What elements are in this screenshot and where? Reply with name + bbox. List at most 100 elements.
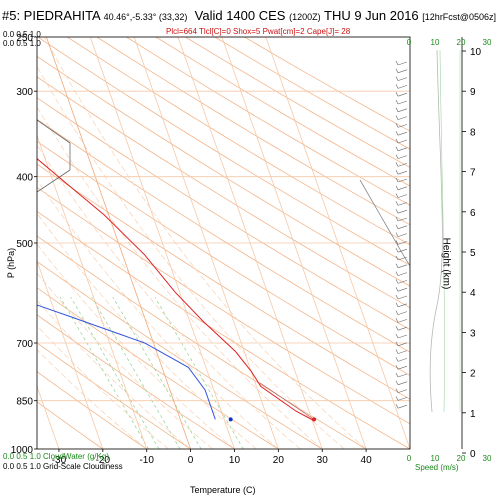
plot-area — [0, 37, 410, 449]
dry-adiabat — [37, 261, 323, 449]
height-tick-label: 1 — [470, 409, 476, 420]
wind-barb — [395, 99, 399, 105]
wind-barb — [397, 381, 408, 386]
dry-adiabat — [37, 97, 410, 331]
dry-adiabat — [37, 118, 410, 353]
wind-barb — [397, 342, 408, 347]
dry-adiabat — [155, 37, 410, 187]
height-ref-line — [404, 257, 410, 267]
height-tick-label: 8 — [470, 127, 476, 138]
cloud-profile-line — [37, 169, 71, 193]
wind-barb — [395, 146, 399, 151]
dry-adiabat — [37, 342, 191, 449]
sounding-series-line — [37, 304, 216, 420]
moist-adiabat — [37, 243, 235, 449]
dry-adiabat — [37, 401, 104, 449]
forecast-run: [12hrFcst@0506z] — [422, 12, 496, 22]
dry-adiabat — [37, 371, 147, 449]
cloudwater-scale-top: 0.0 0.5 1.0 — [3, 30, 41, 39]
wind-barb — [395, 302, 399, 307]
wind-barb — [395, 349, 399, 354]
wind-barb — [397, 61, 408, 66]
wind-barb — [397, 256, 408, 261]
pressure-tick-label: 300 — [16, 87, 33, 98]
moist-adiabat — [37, 299, 191, 449]
wind-barb — [397, 373, 408, 378]
pressure-tick-label: 500 — [16, 239, 33, 250]
temperature-tick-label: 0 — [188, 455, 194, 466]
speed-tick-label: 30 — [483, 38, 492, 47]
temperature-tick-label: -30 — [52, 455, 67, 466]
wind-barb — [395, 396, 399, 401]
y-axis-label-height: Height (km) — [440, 237, 452, 290]
dry-adiabat — [67, 37, 410, 246]
wind-barb — [395, 123, 399, 128]
wind-barb — [397, 155, 408, 159]
forecast-date: THU 9 Jun 2016 — [324, 8, 419, 23]
dry-adiabat — [185, 37, 410, 168]
wind-barb — [397, 202, 408, 206]
pressure-tick-label: 250 — [16, 33, 33, 44]
dry-adiabat — [37, 55, 410, 287]
x-axis-label: Temperature (C) — [190, 485, 256, 495]
isotherm — [0, 37, 15, 449]
chart-title: #5: PIEDRAHITA 40.46°,-5.33° (33,32) Val… — [2, 8, 496, 23]
wind-barb — [397, 280, 408, 284]
cloudiness-scale-top: 0.0 0.5 1.0 — [3, 39, 41, 48]
mixing-ratio-line — [112, 297, 202, 449]
speed-tick-label: 20 — [457, 454, 466, 463]
wind-barb — [397, 233, 408, 237]
wind-barb — [395, 115, 399, 120]
wind-barb — [395, 92, 399, 97]
wind-barb — [397, 217, 408, 222]
cloud-profile-line — [37, 119, 71, 144]
wind-barb — [397, 85, 408, 89]
height-tick-label: 7 — [470, 168, 476, 179]
pressure-tick-label: 400 — [16, 173, 33, 184]
utc-time: (1200Z) — [289, 12, 321, 22]
wind-barb — [397, 358, 408, 362]
wind-barb — [397, 241, 408, 245]
dry-adiabat — [37, 186, 410, 425]
temperature-tick-label: 30 — [317, 455, 329, 466]
height-tick-label: 5 — [470, 248, 476, 259]
wind-barb — [395, 193, 399, 198]
temperature-tick-label: 20 — [273, 455, 285, 466]
speed-tick-label: 0 — [407, 38, 412, 47]
wind-barb — [397, 178, 408, 183]
wind-barb — [395, 271, 399, 276]
wind-barb — [397, 334, 408, 339]
height-tick-label: 4 — [470, 288, 476, 299]
moist-adiabat — [37, 144, 301, 449]
wind-barb — [397, 186, 408, 191]
wind-barb — [397, 131, 408, 136]
wind-barb — [397, 365, 408, 370]
wind-barb — [395, 388, 399, 393]
wind-barb — [395, 209, 399, 214]
wind-barb — [395, 84, 399, 89]
wind-barb — [397, 124, 408, 128]
wind-barb — [395, 201, 399, 206]
temperature-tick-label: 40 — [361, 455, 373, 466]
wind-barb — [397, 303, 408, 308]
wind-barb — [397, 147, 408, 152]
wind-barb — [395, 357, 399, 362]
wind-barb — [397, 311, 408, 315]
wind-barb — [395, 287, 399, 292]
moist-adiabat — [37, 65, 345, 449]
moist-adiabat — [43, 37, 367, 449]
wind-barb — [397, 272, 408, 276]
wind-barb — [395, 294, 399, 300]
wind-barb — [395, 380, 399, 385]
cloudiness-scale-bottom: 0.0 0.5 1.0 Grid-Scale Cloudiness — [3, 462, 123, 471]
speed-tick-label: 10 — [431, 38, 440, 47]
wind-barb — [397, 116, 408, 120]
wind-barb — [395, 177, 399, 183]
wind-barb — [397, 170, 408, 175]
wind-barb — [395, 162, 399, 167]
surface-marker — [228, 417, 233, 422]
wind-barb — [397, 389, 408, 393]
mixing-ratio-line — [154, 297, 244, 449]
wind-barb — [395, 185, 399, 190]
